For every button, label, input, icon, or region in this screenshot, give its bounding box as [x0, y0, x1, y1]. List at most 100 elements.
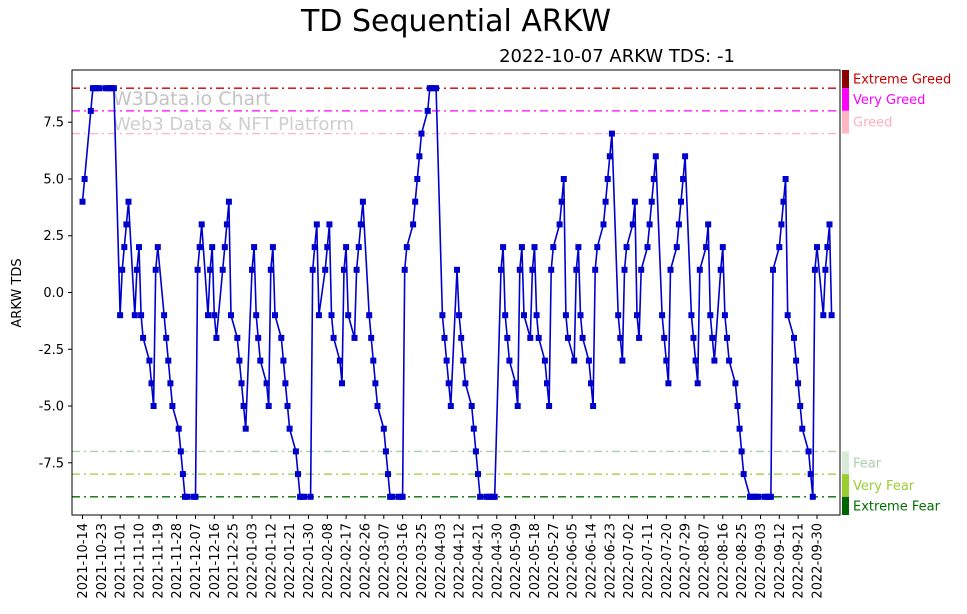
data-point-marker: [326, 221, 333, 228]
data-point-marker: [136, 244, 142, 251]
data-point-marker: [460, 357, 467, 364]
x-tick-label: 2022-03-25: [415, 523, 430, 599]
data-point-marker: [562, 312, 569, 319]
x-tick-label: 2022-05-27: [547, 523, 562, 599]
data-point-marker: [336, 357, 343, 364]
data-point-marker: [506, 357, 513, 364]
data-point-marker: [826, 221, 833, 228]
x-tick-label: 2021-12-07: [189, 523, 204, 599]
data-point-marker: [399, 493, 406, 500]
data-point-marker: [146, 357, 153, 364]
data-point-marker: [179, 471, 186, 478]
x-tick-label: 2022-02-26: [358, 523, 373, 599]
data-point-marker: [322, 266, 329, 273]
data-point-marker: [123, 221, 130, 228]
data-point-marker: [328, 312, 335, 319]
data-point-marker: [359, 198, 366, 205]
x-tick-label: 2022-04-21: [471, 523, 486, 599]
data-point-marker: [594, 244, 601, 251]
data-point-marker: [675, 221, 682, 228]
data-point-marker: [177, 448, 184, 455]
data-point-marker: [682, 153, 689, 160]
data-point-marker: [721, 312, 728, 319]
data-point-marker: [236, 357, 243, 364]
data-point-marker: [521, 312, 527, 319]
x-tick-label: 2022-08-25: [735, 523, 750, 599]
x-tick-label: 2022-01-12: [264, 523, 279, 599]
data-point-marker: [366, 312, 373, 319]
zone-strip-fear: [842, 451, 849, 475]
x-tick-label: 2022-07-20: [660, 523, 675, 599]
data-point-marker: [535, 334, 542, 341]
data-point-marker: [646, 221, 653, 228]
data-point-marker: [110, 85, 117, 92]
data-point-marker: [221, 244, 228, 251]
x-tick-label: 2021-11-10: [132, 523, 147, 599]
data-point-marker: [608, 130, 615, 137]
data-point-marker: [592, 266, 599, 273]
y-tick-label: -5.0: [39, 400, 64, 415]
data-point-marker: [778, 221, 785, 228]
data-point-marker: [234, 334, 241, 341]
x-tick-label: 2022-09-30: [810, 523, 825, 599]
data-point-marker: [709, 334, 716, 341]
data-point-marker: [443, 357, 450, 364]
data-point-marker: [454, 266, 460, 273]
data-point-marker: [330, 334, 337, 341]
data-point-marker: [192, 493, 199, 500]
data-point-marker: [807, 471, 814, 478]
data-point-marker: [558, 198, 565, 205]
x-tick-label: 2021-11-01: [114, 523, 129, 599]
data-point-marker: [263, 380, 270, 387]
data-point-marker: [696, 266, 703, 273]
zone-label-very-greed: Very Greed: [853, 93, 925, 108]
x-tick-label: 2022-02-17: [340, 523, 355, 599]
data-point-marker: [87, 107, 94, 114]
data-point-marker: [410, 221, 417, 228]
zone-strip-very-fear: [842, 474, 849, 497]
data-point-marker: [403, 244, 410, 251]
chart-line: [81, 87, 833, 498]
y-tick-label: 7.5: [43, 116, 64, 131]
data-point-marker: [550, 244, 557, 251]
data-point-marker: [822, 266, 829, 273]
data-point-marker: [491, 493, 498, 500]
data-point-marker: [799, 425, 806, 432]
x-tick-label: 2022-04-12: [453, 523, 468, 599]
watermark-line1: W3Data.io Chart: [113, 88, 271, 110]
data-point-marker: [828, 312, 835, 319]
data-point-marker: [573, 266, 580, 273]
data-point-marker: [441, 334, 448, 341]
data-point-marker: [673, 244, 680, 251]
x-tick-label: 2022-01-03: [245, 523, 260, 599]
data-point-marker: [238, 380, 245, 387]
data-point-marker: [703, 244, 710, 251]
data-point-marker: [267, 266, 274, 273]
x-tick-label: 2022-05-18: [528, 523, 543, 599]
x-tick-label: 2022-07-11: [641, 523, 656, 599]
data-point-marker: [548, 266, 555, 273]
data-point-marker: [602, 198, 609, 205]
data-point-marker: [776, 244, 783, 251]
data-point-marker: [372, 380, 379, 387]
data-point-marker: [690, 334, 697, 341]
data-point-marker: [424, 107, 431, 114]
data-point-marker: [385, 471, 391, 478]
data-point-marker: [223, 221, 230, 228]
zone-strip-very-greed: [842, 88, 849, 111]
data-point-marker: [770, 266, 776, 273]
data-point-marker: [795, 380, 802, 387]
zone-label-extreme-fear: Extreme Fear: [853, 499, 941, 514]
data-point-marker: [309, 266, 316, 273]
data-point-marker: [661, 334, 668, 341]
data-point-marker: [205, 312, 211, 319]
data-point-marker: [529, 266, 536, 273]
data-point-marker: [502, 312, 509, 319]
data-point-marker: [780, 198, 787, 205]
zone-strip-extreme-greed: [842, 70, 849, 89]
x-tick-label: 2021-11-19: [151, 523, 166, 599]
watermark-line2: Web3 Data & NFT Platform: [113, 114, 355, 135]
data-point-marker: [257, 357, 264, 364]
data-point-marker: [282, 380, 289, 387]
data-point-marker: [719, 244, 726, 251]
